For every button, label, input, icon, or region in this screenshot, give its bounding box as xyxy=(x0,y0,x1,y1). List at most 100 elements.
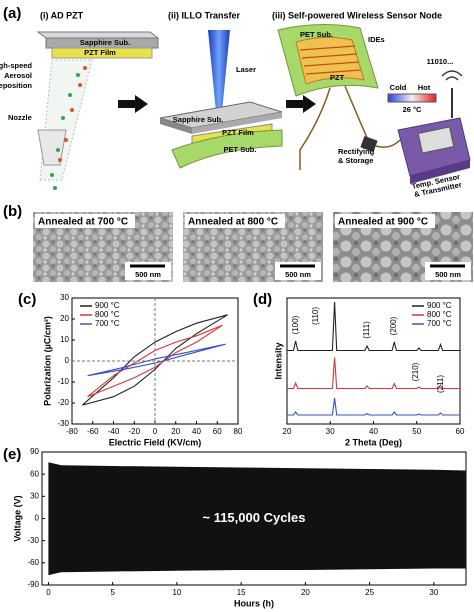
sem-caption: Annealed at 900 °C xyxy=(338,217,428,228)
y-tick-label: -30 xyxy=(27,536,39,545)
annotation: ~ 115,000 Cycles xyxy=(202,510,305,525)
x-tick-label: 60 xyxy=(456,427,465,436)
series-line xyxy=(82,314,228,406)
x-axis-label: 2 Theta (Deg) xyxy=(345,437,402,447)
peak-label: (200) xyxy=(389,316,398,335)
x-tick-label: 15 xyxy=(237,588,246,597)
step-title: (iii) Self-powered Wireless Sensor Node xyxy=(272,10,442,20)
x-tick-label: 30 xyxy=(326,427,335,436)
peak-label: (111) xyxy=(362,321,371,339)
x-tick-label: -40 xyxy=(108,427,120,436)
x-axis-label: Hours (h) xyxy=(234,598,274,608)
x-tick-label: 5 xyxy=(110,588,115,597)
process-label: Deposition xyxy=(0,81,32,90)
legend-label: 700 °C xyxy=(427,319,452,328)
x-tick-label: 20 xyxy=(171,427,180,436)
sem-caption: Annealed at 800 °C xyxy=(188,217,278,228)
scale-label: 500 nm xyxy=(135,270,161,279)
y-tick-label: 90 xyxy=(30,447,39,456)
film-label: PZT Film xyxy=(222,128,254,137)
x-axis-label: Electric Field (KV/cm) xyxy=(109,437,202,447)
x-tick-label: 40 xyxy=(369,427,378,436)
film-label: PZT Film xyxy=(84,48,116,57)
nozzle-label: Nozzle xyxy=(8,113,32,122)
hot-label: Hot xyxy=(418,83,431,92)
y-tick-label: -30 xyxy=(57,419,69,428)
series-line xyxy=(287,357,460,390)
caption-box xyxy=(35,214,135,228)
y-axis-label: Polarization (µC/cm²) xyxy=(42,316,52,406)
x-tick-label: -80 xyxy=(66,427,78,436)
x-tick-label: 0 xyxy=(46,588,51,597)
y-tick-label: 0 xyxy=(35,514,40,523)
substrate-label: PET Sub. xyxy=(300,30,333,39)
x-tick-label: 20 xyxy=(301,588,310,597)
y-tick-label: -20 xyxy=(57,398,69,407)
sem-caption: Annealed at 700 °C xyxy=(38,217,128,228)
y-tick-label: 30 xyxy=(60,293,69,302)
process-label: High-speed xyxy=(0,61,32,70)
laser-label: Laser xyxy=(236,65,256,74)
x-tick-label: 40 xyxy=(192,427,201,436)
legend-label: 900 °C xyxy=(427,301,452,310)
temperature-label: 26 °C xyxy=(403,105,422,114)
storage-label: & Storage xyxy=(338,156,373,165)
series-line xyxy=(87,343,226,377)
y-axis-label: Voltage (V) xyxy=(12,495,22,541)
x-tick-label: 10 xyxy=(172,588,181,597)
y-tick-label: 20 xyxy=(60,314,69,323)
y-tick-label: -90 xyxy=(27,580,39,589)
step1-illustration xyxy=(36,31,160,190)
y-tick-label: 0 xyxy=(65,356,70,365)
legend-label: 800 °C xyxy=(427,310,452,319)
step-title: (i) AD PZT xyxy=(40,10,84,20)
signal-label: 11010... xyxy=(427,57,454,66)
peak-label: (210) xyxy=(411,362,420,381)
x-tick-label: 0 xyxy=(153,427,158,436)
peak-label: (100) xyxy=(291,315,300,334)
caption-box xyxy=(185,214,285,228)
x-tick-label: -60 xyxy=(87,427,99,436)
panel-label: (d) xyxy=(253,291,272,308)
legend-label: 700 °C xyxy=(95,319,120,328)
electrode-label: IDEs xyxy=(368,35,385,44)
series-line xyxy=(287,301,460,352)
storage-label: Rectifying xyxy=(338,147,375,156)
series-line xyxy=(287,397,460,416)
y-tick-label: -60 xyxy=(27,558,39,567)
step2-illustration xyxy=(159,30,316,169)
panel-label: (a) xyxy=(3,5,21,22)
x-tick-label: 50 xyxy=(412,427,421,436)
y-tick-label: 60 xyxy=(30,469,39,478)
panel-label: (c) xyxy=(18,291,36,308)
x-tick-label: 20 xyxy=(283,427,292,436)
substrate-label: Sapphire Sub. xyxy=(80,38,130,47)
peak-label: (211) xyxy=(436,375,445,393)
x-tick-label: 60 xyxy=(213,427,222,436)
panel-label: (b) xyxy=(3,203,22,220)
x-tick-label: 25 xyxy=(365,588,374,597)
y-tick-label: 10 xyxy=(60,335,69,344)
caption-box xyxy=(335,214,435,228)
process-label: Aerosol xyxy=(4,71,32,80)
legend-label: 900 °C xyxy=(95,301,120,310)
substrate-label: Sapphire Sub. xyxy=(173,115,223,124)
x-tick-label: 30 xyxy=(429,588,438,597)
x-tick-label: -20 xyxy=(128,427,140,436)
cold-label: Cold xyxy=(390,83,407,92)
voltage-band-upper xyxy=(48,462,467,575)
scale-label: 500 nm xyxy=(435,270,461,279)
substrate-label: PET Sub. xyxy=(224,145,257,154)
y-tick-label: 30 xyxy=(30,491,39,500)
scale-label: 500 nm xyxy=(285,270,311,279)
y-axis-label: Intensity xyxy=(273,342,283,379)
peak-label: (110) xyxy=(311,307,320,325)
panel-label: (e) xyxy=(3,446,21,463)
x-tick-label: 80 xyxy=(234,427,243,436)
y-tick-label: -10 xyxy=(57,377,69,386)
legend-label: 800 °C xyxy=(95,310,120,319)
voltage-band-lower xyxy=(48,567,466,576)
step3-illustration xyxy=(277,23,471,184)
step-title: (ii) ILLO Transfer xyxy=(168,10,241,20)
